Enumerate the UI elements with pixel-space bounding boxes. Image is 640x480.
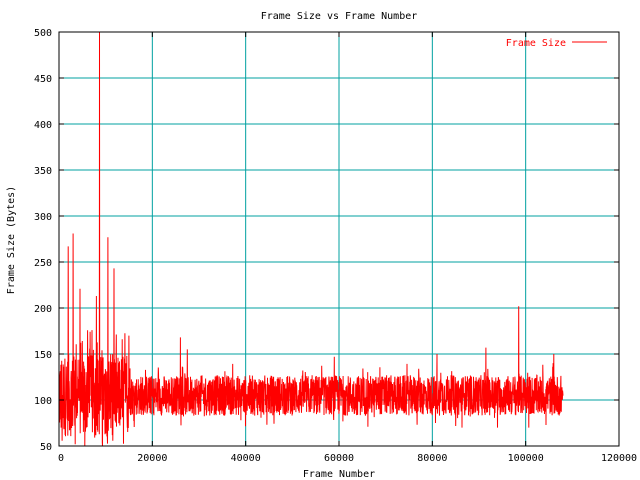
legend: Frame Size <box>506 38 607 49</box>
y-tick-label: 300 <box>34 212 52 223</box>
y-axis-label: Frame Size (Bytes) <box>6 186 17 294</box>
series-layer <box>58 31 564 447</box>
y-tick-label: 500 <box>34 28 52 39</box>
y-tick-label: 450 <box>34 74 52 85</box>
x-axis-label: Frame Number <box>303 469 375 480</box>
x-tick-label: 20000 <box>137 453 167 464</box>
x-tick-label: 120000 <box>601 453 637 464</box>
tick-labels: 0 20000 40000 60000 80000 100000 120000 50 100 15… <box>34 28 637 464</box>
series-frame-size-line <box>58 31 564 447</box>
x-tick-label: 80000 <box>417 453 447 464</box>
x-tick-label: 100000 <box>508 453 544 464</box>
y-tick-label: 350 <box>34 166 52 177</box>
x-tick-label: 40000 <box>231 453 261 464</box>
y-tick-label: 50 <box>40 442 52 453</box>
x-tick-label: 0 <box>58 453 64 464</box>
y-tick-label: 250 <box>34 258 52 269</box>
y-tick-label: 150 <box>34 350 52 361</box>
chart-title: Frame Size vs Frame Number <box>261 11 418 22</box>
legend-label: Frame Size <box>506 38 566 49</box>
x-tick-label: 60000 <box>324 453 354 464</box>
y-tick-label: 400 <box>34 120 52 131</box>
y-tick-label: 200 <box>34 304 52 315</box>
grid-lines <box>59 32 619 446</box>
y-tick-label: 100 <box>34 396 52 407</box>
tick-marks <box>58 31 620 447</box>
